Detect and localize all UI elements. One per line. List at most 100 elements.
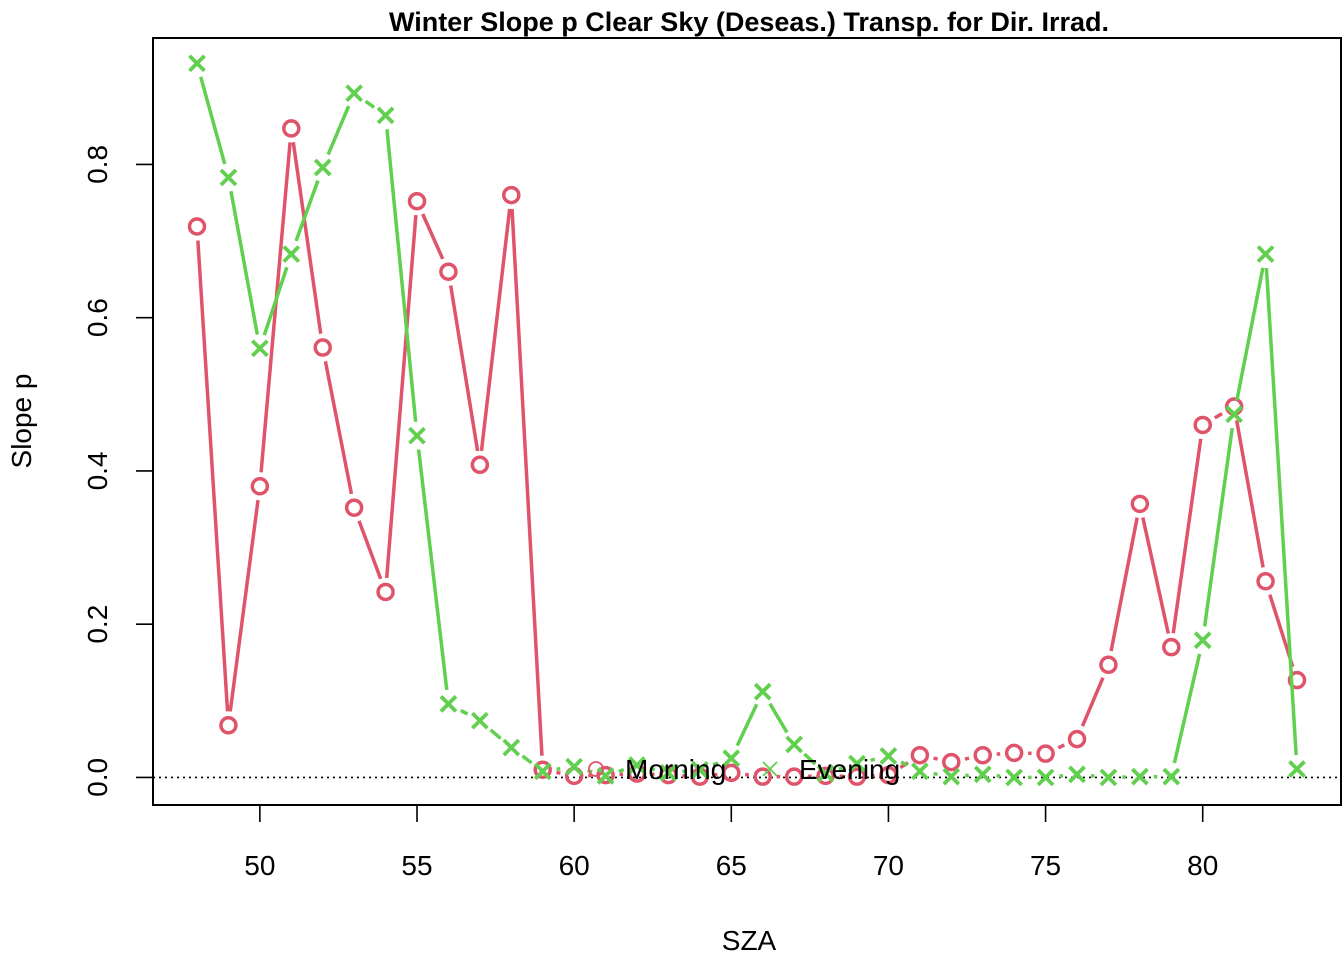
series-evening-point [1099,768,1118,787]
series-evening-point [188,54,206,73]
series-morning-point [753,767,772,786]
series-evening-point [753,682,772,701]
series-evening-point [1256,245,1275,263]
series-morning-point [313,338,332,357]
series-morning-segment [933,756,938,761]
y-tick-label: 0.0 [82,758,113,797]
series-evening-point [345,84,363,103]
y-axis-label: Slope p [6,374,37,469]
series-morning-point [784,767,804,786]
series-evening-segment [556,766,561,771]
x-tick-label: 70 [873,850,904,881]
series-morning-point [1130,494,1150,514]
series-morning-segment [384,215,418,579]
series-evening-point [1288,760,1306,778]
x-tick-label: 65 [716,850,747,881]
series-morning-segment [421,213,445,260]
series-morning-point [659,765,678,785]
series-morning-segment [1213,412,1223,420]
x-tick-label: 50 [244,850,275,881]
series-morning-point [879,765,898,785]
series-evening-segment [838,766,845,772]
series-morning-point [502,185,521,205]
series-morning-point [282,119,301,138]
series-evening-segment [1172,653,1202,764]
series-evening-segment [933,771,938,777]
y-tick-label: 0.2 [82,605,113,644]
series-morning-point [1067,729,1087,749]
x-axis: 50 55 60 65 70 75 80 [244,804,1218,881]
y-tick-label: 0.4 [82,451,113,490]
series-morning-point [910,745,930,765]
series-morning-point [1256,572,1275,591]
series-morning-segment [448,285,480,452]
series-evening-point [533,762,552,781]
series-morning-segment [196,240,230,712]
series-evening-point [502,738,521,757]
series-evening-segment [870,757,876,763]
series-evening-point [1068,765,1086,784]
x-tick-label: 55 [401,850,432,881]
legend: Morning Evening [588,754,900,785]
series-evening-point [408,426,426,445]
series-evening-point [816,764,835,783]
series-layer [187,54,1307,787]
series-evening-point [1005,768,1023,787]
series-evening-point [596,767,615,785]
series-evening-segment [364,99,376,109]
legend-marker-morning [588,761,604,777]
series-evening-segment [618,768,625,774]
series-evening-segment [650,766,656,772]
series-morning-point [942,752,961,772]
series-evening-point [313,158,332,177]
series-evening-segment [803,752,817,766]
series-evening-segment [199,76,227,165]
series-evening-point [659,763,678,782]
series-morning-point [187,217,207,236]
legend-item-morning: Morning [588,754,726,785]
series-morning-segment [1141,517,1170,634]
series-evening-segment [521,754,533,765]
series-evening-point [785,735,803,754]
series-morning-point [1193,415,1212,435]
series-evening-segment [768,702,789,734]
series-morning-point [816,766,835,786]
chart-title: Winter Slope p Clear Sky (Deseas.) Trans… [389,7,1109,37]
series-morning-point [847,767,867,786]
series-evening-point [251,339,269,358]
x-tick-label: 60 [559,850,590,881]
series-morning-point [376,582,395,602]
series-evening-segment [385,129,418,422]
series-evening-point [691,760,709,779]
legend-label-evening: Evening [799,754,900,785]
series-evening [188,54,1306,787]
series-evening-point [628,756,646,774]
series-morning-segment [291,142,323,334]
series-morning-point [219,716,238,735]
series-evening-point [1131,767,1149,786]
series-morning-segment [1171,438,1203,634]
series-morning-segment [259,142,292,473]
series-morning-segment [357,520,383,580]
series-evening-point [1225,405,1243,424]
series-evening-point [471,711,489,730]
series-evening-point [439,695,458,713]
y-tick-label: 0.8 [82,145,113,184]
series-morning-segment [479,208,512,452]
legend-item-evening: Evening [762,754,900,785]
series-evening-segment [229,190,260,335]
series-morning-segment [323,360,354,495]
legend-marker-evening [762,761,778,777]
x-axis-label: SZA [722,925,777,956]
series-morning-point [973,745,992,765]
series-evening-point [565,757,583,776]
series-morning-point [439,262,458,281]
series-evening-segment [1202,427,1234,627]
series-morning-point [533,760,552,780]
series-evening-point [1036,768,1055,787]
series-evening-segment [489,728,502,740]
series-evening-point [879,747,898,765]
series-morning-point [250,476,270,496]
series-evening-segment [262,266,289,336]
series-morning-point [344,498,364,517]
